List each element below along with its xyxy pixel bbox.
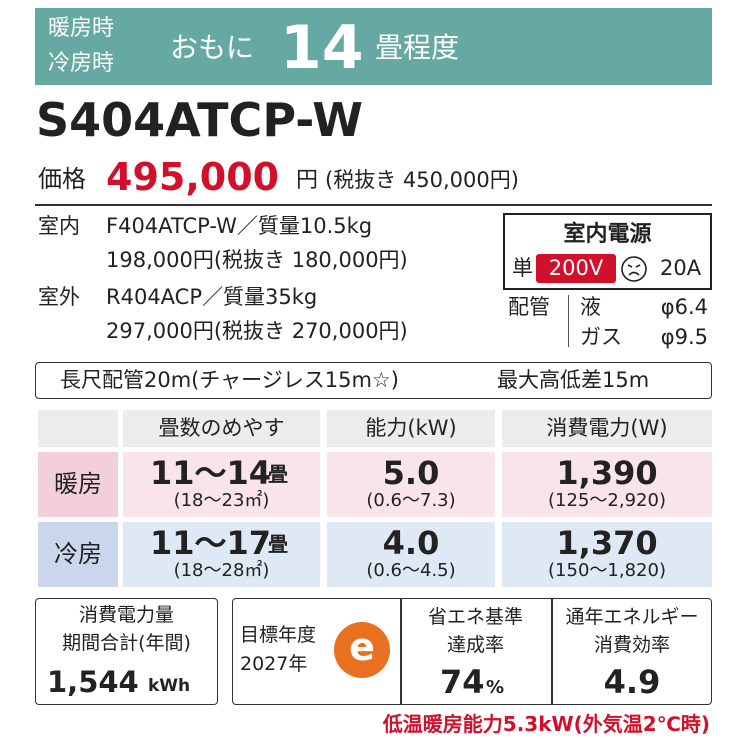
price-unit: 円: [296, 168, 319, 193]
row-cell: [327, 452, 495, 517]
header-cell: [502, 410, 712, 447]
header-line: 冷房時: [48, 51, 115, 76]
unit-price: 198,000円(税抜き 180,000円): [106, 248, 408, 272]
unit-label: 室内: [38, 214, 80, 238]
header-line: 暖房時: [48, 16, 115, 41]
achievement-unit: %: [486, 677, 505, 698]
voltage-badge: [536, 254, 616, 283]
unit-model: F404ATCP-W／質量10.5kg: [106, 214, 373, 238]
column-header: 消費電力(W): [546, 416, 668, 440]
unit-price: 297,000円(税抜き 270,000円): [106, 319, 408, 343]
power-range: (150～1,820): [548, 560, 666, 581]
power-phase: 単: [512, 256, 533, 280]
row-cell: [123, 452, 320, 517]
capacity-value: 5.0: [382, 454, 440, 492]
capacity-range: (0.6～4.5): [366, 560, 456, 581]
annual-label: 期間合計(年間): [62, 632, 191, 654]
power-value: 1,390: [556, 454, 658, 492]
pipe-note: 長尺配管20m(チャージレス15m☆): [60, 368, 399, 392]
footer-note: 低温暖房能力5.3kW(外気温2℃時): [382, 712, 710, 736]
row-cell: [502, 522, 712, 587]
tatami-unit: 畳: [268, 532, 288, 556]
header-bar: [35, 8, 712, 85]
piping-liquid-size: φ6.4: [660, 295, 708, 319]
apf-label: 消費効率: [593, 634, 670, 656]
power-box: [503, 213, 712, 290]
efficiency-box: [232, 598, 712, 705]
price-note: (税抜き 450,000円): [325, 168, 519, 192]
header-cell: [327, 410, 495, 447]
apf-label: 通年エネルギー: [565, 606, 699, 628]
row-label-cell: [38, 522, 118, 587]
achievement-value: 74: [440, 663, 485, 701]
tatami-value: 11～14: [150, 454, 272, 492]
capacity-range: (0.6～7.3): [366, 490, 456, 511]
tatami-range: (18～23㎡): [173, 490, 270, 511]
unit-model: R404ACP／質量35kg: [106, 285, 318, 309]
header-cell: [38, 410, 118, 447]
power-amp: 20A: [660, 256, 702, 280]
annual-label: 消費電力量: [78, 604, 174, 626]
annual-unit: kWh: [148, 676, 191, 696]
efficiency-divider: [400, 598, 402, 705]
divider: [35, 204, 712, 206]
row-cell: [327, 522, 495, 587]
achievement-label: 達成率: [446, 634, 504, 656]
row-label-cell: [38, 452, 118, 517]
tatami-range: (18～28㎡): [173, 560, 270, 581]
header-cell: [123, 410, 320, 447]
achievement-label: 省エネ基準: [427, 606, 523, 628]
row-cell: [123, 522, 320, 587]
row-cell: [502, 452, 712, 517]
target-label: 2027年: [240, 653, 308, 675]
efficiency-divider: [551, 598, 553, 705]
header-size: 14: [280, 13, 364, 83]
pipe-note: 最大高低差15m: [497, 368, 650, 392]
price-label: 価格: [38, 165, 86, 193]
piping-liquid: 液: [580, 295, 601, 319]
power-voltage: 200V: [548, 256, 604, 280]
piping-gas-size: φ9.5: [660, 325, 708, 349]
model: S404ATCP-W: [36, 93, 363, 147]
piping-divider: [568, 295, 569, 347]
piping-label: 配管: [508, 295, 550, 319]
e-mark-letter: e: [349, 625, 375, 669]
annual-value: 1,544: [47, 665, 139, 699]
header-lead: おもに: [170, 31, 255, 64]
power-value: 1,370: [556, 524, 658, 562]
e-mark: [334, 622, 390, 678]
capacity-value: 4.0: [382, 524, 440, 562]
plug-icon: [621, 256, 647, 282]
piping-gas: ガス: [580, 325, 622, 349]
pipe-note-box: [35, 362, 712, 399]
column-header: 畳数のめやす: [158, 416, 285, 440]
row-label: 暖房: [54, 470, 102, 498]
row-label: 冷房: [54, 540, 102, 568]
tatami-unit: 畳: [268, 462, 288, 486]
power-title: 室内電源: [563, 222, 652, 247]
power-range: (125～2,920): [548, 490, 666, 511]
target-label: 目標年度: [240, 624, 317, 646]
price-value: 495,000: [106, 155, 280, 199]
apf-value: 4.9: [603, 663, 661, 701]
column-header: 能力(kW): [365, 416, 457, 440]
annual-box: [35, 598, 218, 705]
tatami-value: 11～17: [150, 524, 272, 562]
unit-label: 室外: [38, 285, 80, 309]
header-unit: 畳程度: [375, 31, 460, 64]
